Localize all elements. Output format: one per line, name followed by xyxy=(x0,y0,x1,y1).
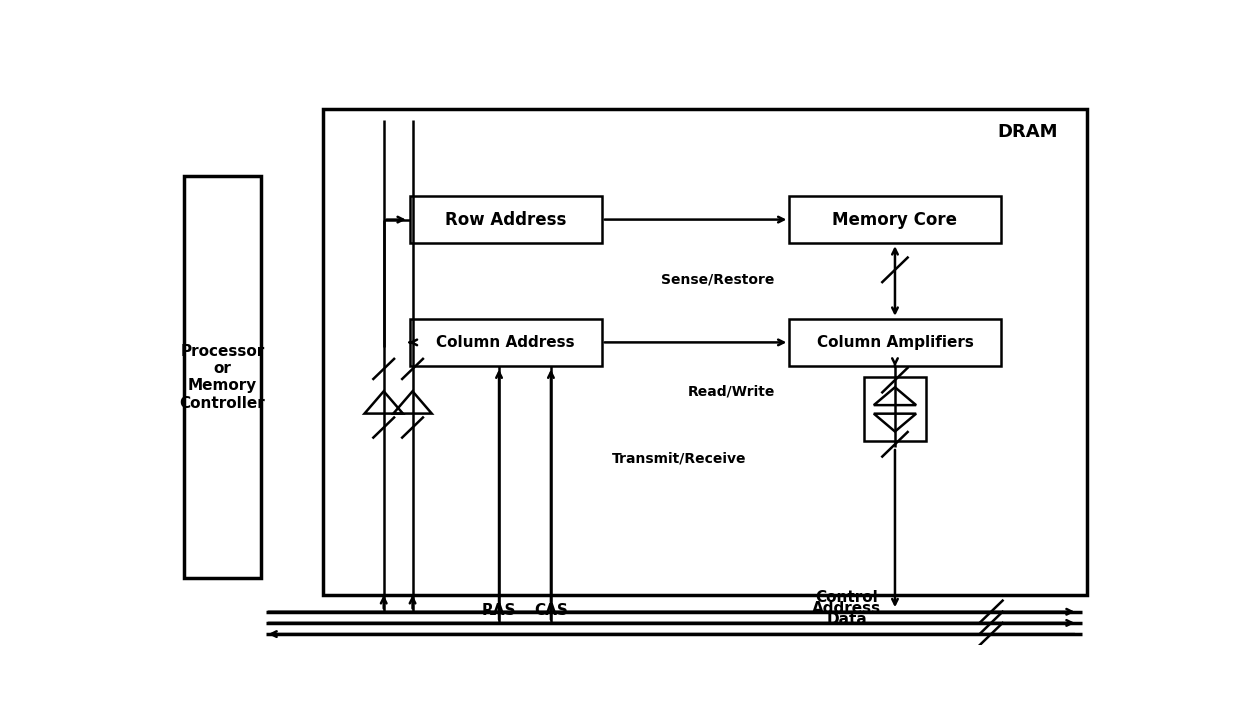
Bar xyxy=(864,377,926,442)
Text: DRAM: DRAM xyxy=(998,123,1058,141)
Text: Control: Control xyxy=(816,590,878,605)
Text: Read/Write: Read/Write xyxy=(687,384,775,398)
Text: Memory Core: Memory Core xyxy=(832,210,957,228)
Bar xyxy=(789,319,1001,366)
Text: Address: Address xyxy=(812,601,882,616)
Text: Processor
or
Memory
Controller: Processor or Memory Controller xyxy=(180,344,265,411)
Bar xyxy=(324,109,1087,595)
Bar xyxy=(789,196,1001,244)
Bar xyxy=(409,196,601,244)
Text: Transmit/Receive: Transmit/Receive xyxy=(611,451,746,465)
Text: Sense/Restore: Sense/Restore xyxy=(661,273,775,286)
Text: CAS: CAS xyxy=(534,603,568,618)
Text: Column Amplifiers: Column Amplifiers xyxy=(816,335,973,350)
Bar xyxy=(184,176,260,579)
Text: Data: Data xyxy=(827,613,867,627)
Text: RAS: RAS xyxy=(482,603,516,618)
Text: Row Address: Row Address xyxy=(445,210,567,228)
Text: Column Address: Column Address xyxy=(436,335,575,350)
Bar xyxy=(409,319,601,366)
